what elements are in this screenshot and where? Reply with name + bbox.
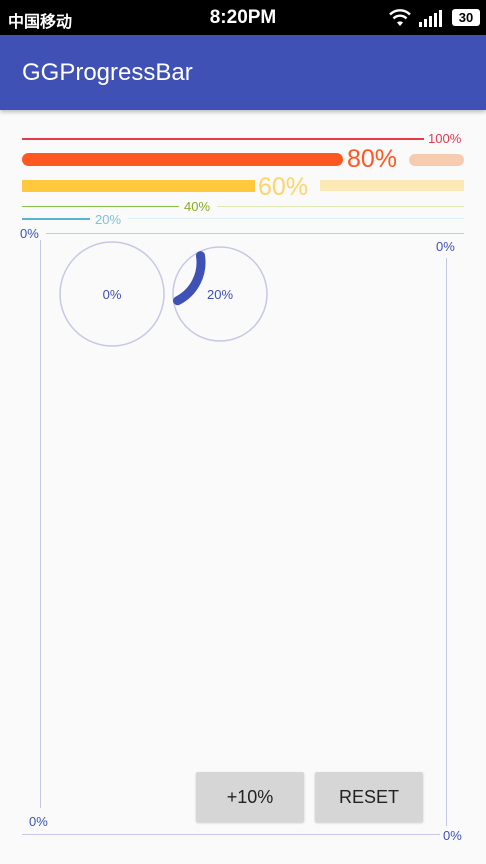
progress-fill [22, 206, 179, 207]
bottom-left-percent: 0% [29, 814, 48, 829]
top-left-line [46, 233, 464, 234]
progress-bar-20: 20% [22, 212, 464, 228]
right-vertical-track [446, 258, 447, 826]
circle-progress-label: 0% [102, 287, 122, 302]
app-title: GGProgressBar [22, 59, 193, 86]
app-bar: GGProgressBar [0, 35, 486, 110]
circle-progress-20: 20% [170, 244, 270, 350]
progress-bar-100: 100% [22, 130, 464, 148]
progress-fill [22, 138, 424, 140]
progress-label: 80% [347, 145, 398, 173]
bottom-line [22, 834, 440, 835]
circle-progress-ring [59, 241, 165, 347]
status-clock: 8:20PM [209, 7, 277, 28]
progress-bar-40: 40% [22, 199, 464, 215]
progress-fill [22, 180, 255, 192]
increment-button[interactable]: +10% [196, 772, 304, 822]
progress-bar-60: 60% [22, 173, 464, 201]
progress-bar-80: 80% [22, 145, 464, 175]
signal-icon [419, 10, 442, 27]
carrier-name: 中国移动 [8, 12, 73, 31]
status-bar: 中国移动 8:20PM 30 [0, 0, 486, 35]
bottom-right-percent: 0% [443, 828, 462, 843]
progress-fill [22, 218, 90, 220]
circle-progress-0: 0% [58, 240, 166, 348]
top-left-percent: 0% [20, 226, 39, 241]
battery-level: 30 [458, 10, 474, 25]
progress-label: 40% [184, 199, 211, 214]
reset-button[interactable]: RESET [315, 772, 423, 822]
progress-label: 100% [428, 131, 462, 146]
circle-progress-label: 20% [206, 287, 234, 302]
progress-track [409, 154, 464, 166]
progress-label: 20% [95, 212, 122, 227]
battery-icon: 30 [452, 9, 480, 26]
left-vertical-track [40, 240, 41, 808]
progress-fill [22, 153, 343, 166]
progress-label: 60% [258, 173, 309, 201]
top-right-percent: 0% [436, 239, 455, 254]
progress-track [217, 206, 464, 207]
progress-track [128, 218, 464, 219]
progress-track [320, 180, 464, 191]
wifi-icon [389, 9, 411, 26]
circle-progress-ring [172, 246, 268, 342]
